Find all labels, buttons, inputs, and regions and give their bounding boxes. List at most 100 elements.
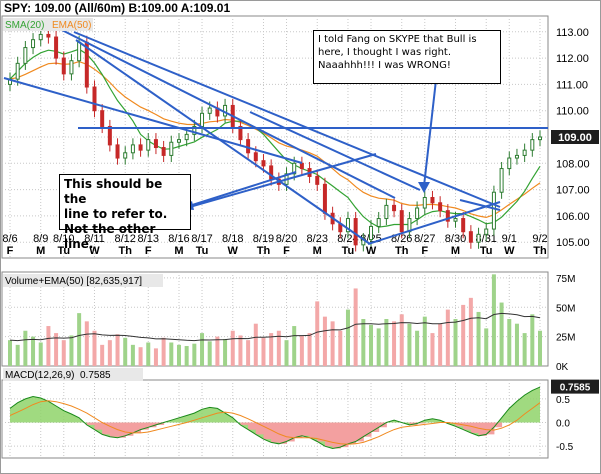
weekday-tick-label: Th [257,245,271,257]
price-tick-label: 108.00 [556,158,590,170]
macd-negative-area [371,422,380,432]
price-candle [200,112,205,127]
volume-bar [123,337,128,366]
weekday-tick-label: F [283,245,290,257]
volume-bar [207,341,212,366]
price-candle [138,144,143,151]
macd-negative-area [493,422,503,428]
macd-negative-area [363,422,372,437]
macd-tick-label: 0.0 [556,419,570,430]
weekday-tick-label: W [504,245,515,257]
price-candle [476,233,481,243]
weekday-tick-label: W [228,245,239,257]
macd-value-tag [551,379,599,394]
volume-bar [292,326,297,366]
volume-bar [130,344,135,366]
macd-negative-area [125,422,134,436]
date-tick-label: 8/27 [414,233,435,245]
macd-negative-area [278,422,288,444]
volume-ema-line [9,312,541,342]
weekday-tick-label: M [313,245,322,257]
price-candle [38,33,43,41]
price-candle [176,139,181,143]
volume-bar [238,335,243,366]
macd-negative-area [140,422,149,430]
annotation-box-left: This should be the line to refer to. Not… [59,174,191,251]
trend-line [367,201,501,245]
price-candle [69,60,74,75]
price-candle [146,139,151,151]
macd-panel-frame [1,379,549,459]
volume-bar [422,316,427,366]
weekday-tick-label: Tu [57,245,70,257]
price-candle [499,168,504,193]
macd-negative-area [347,422,357,444]
volume-bar [407,323,412,366]
volume-bar [261,337,266,366]
volume-bar [376,328,381,366]
macd-line [9,386,541,450]
price-candle [369,225,374,241]
date-tick-label: 8/10 [53,233,74,245]
price-candle [153,139,158,149]
volume-bar [153,348,158,366]
trend-line [75,39,371,245]
volume-tick-label: 50M [556,303,575,314]
macd-value-label: 0.7585 [560,383,591,394]
macd-negative-area [117,422,126,438]
date-tick-label: 9/1 [502,233,517,245]
volume-bar [307,333,312,366]
trend-line [249,111,421,191]
macd-negative-area [317,422,326,442]
volume-bar [146,342,151,366]
price-candle [415,207,420,220]
price-candle [115,144,120,159]
volume-bar [338,330,343,366]
weekday-tick-label: Th [395,245,409,257]
price-candle [468,231,473,243]
price-candle [299,162,304,170]
volume-bar [499,302,504,366]
annotation-arrow [423,79,437,187]
volume-bar [484,328,489,366]
volume-bar [353,288,358,366]
date-tick-label: 8/12 [115,233,136,245]
volume-bar [161,337,166,366]
price-tick-label: 112.00 [556,53,589,65]
date-tick-label: 8/24 [337,233,358,245]
volume-bar [69,335,74,366]
price-candle [453,218,458,222]
trend-line [73,31,501,208]
weekday-tick-label: Tu [342,245,355,257]
last-price-tag [551,130,599,144]
macd-negative-area [263,422,272,440]
volume-bar [215,336,220,366]
volume-bar [322,316,327,366]
date-tick-label: 8/17 [191,233,212,245]
macd-negative-area [294,422,303,438]
weekday-tick-label: Tu [480,245,493,257]
volume-bar [507,319,512,366]
price-candle [292,162,297,175]
volume-bar [100,344,105,366]
weekday-tick-label: M [451,245,460,257]
ema50-line [9,60,541,219]
volume-bar [115,334,120,366]
volume-bar [415,330,420,366]
date-tick-label: 8/18 [222,233,243,245]
price-candle [507,157,512,170]
price-candle [392,204,397,212]
volume-bar [200,333,205,366]
volume-bar [169,342,174,366]
weekday-tick-label: Th [118,245,132,257]
price-candle [107,125,112,146]
price-tick-label: 105.00 [556,237,590,249]
volume-bar [192,343,197,366]
price-candle [246,139,251,154]
volume-tick-label: 75M [556,274,575,285]
price-tick-label: 113.00 [556,27,589,39]
volume-legend-label: Volume+EMA(50) [82,635,917] [5,276,142,287]
date-tick-label: 8/30 [445,233,466,245]
macd-negative-area [248,422,257,430]
